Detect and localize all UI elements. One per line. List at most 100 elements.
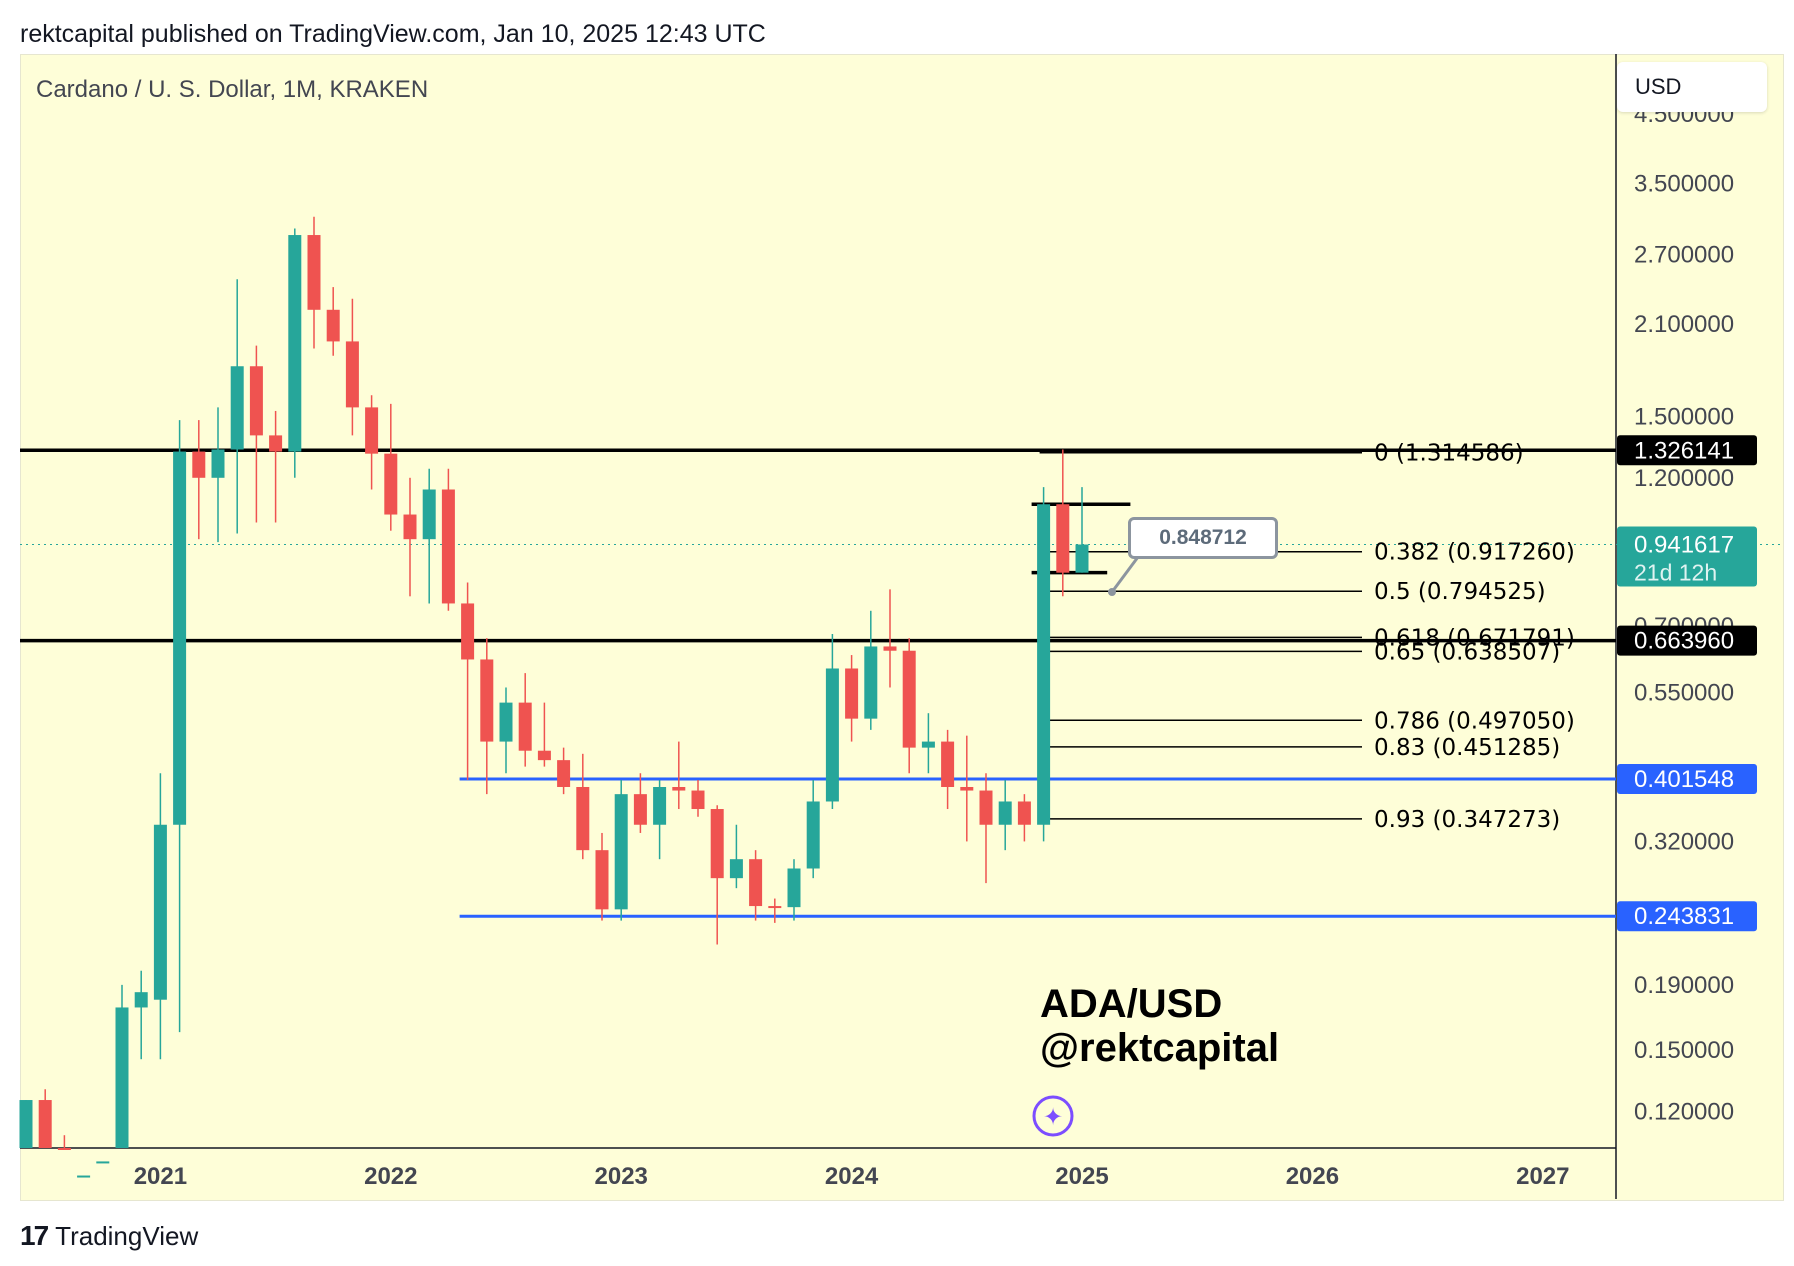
y-tick-label: 2.700000: [1634, 242, 1734, 269]
candle-body[interactable]: [557, 760, 571, 788]
candle-body[interactable]: [845, 668, 859, 719]
watermark-pair: ADA/USD: [1040, 982, 1223, 1026]
candle-body[interactable]: [749, 859, 763, 907]
candle-body[interactable]: [461, 603, 475, 660]
watermark: ADA/USD @rektcapital: [1040, 982, 1279, 1070]
candle-body[interactable]: [921, 741, 935, 748]
y-tick-label: 1.200000: [1634, 465, 1734, 492]
x-tick-label: 2026: [1286, 1163, 1339, 1190]
fib-label: 0 (1.314586): [1374, 441, 1524, 467]
candle-body[interactable]: [192, 451, 206, 478]
level-resistance-badge: [1617, 435, 1757, 466]
candle-body[interactable]: [269, 435, 283, 452]
candle-body[interactable]: [480, 659, 494, 742]
candle-body[interactable]: [691, 790, 705, 810]
candle-body[interactable]: [979, 790, 993, 825]
y-tick-label: 0.120000: [1634, 1098, 1734, 1125]
fib-label: 0.382 (0.917260): [1374, 540, 1575, 566]
level-resistance-badge: [1617, 625, 1757, 656]
price-callout[interactable]: 0.848712: [1128, 517, 1278, 559]
candle-body[interactable]: [441, 489, 455, 604]
candle-body[interactable]: [211, 449, 225, 478]
y-tick-label: 0.150000: [1634, 1037, 1734, 1064]
brand-label: TradingView: [55, 1220, 199, 1251]
candle-body[interactable]: [672, 787, 686, 791]
candle-body[interactable]: [576, 787, 590, 851]
x-tick-label: 2022: [364, 1163, 417, 1190]
y-tick-label: 0.190000: [1634, 972, 1734, 999]
candle-body[interactable]: [883, 646, 897, 651]
candle-body[interactable]: [595, 850, 609, 910]
candle-body[interactable]: [19, 1100, 33, 1148]
candle-body[interactable]: [864, 646, 878, 719]
x-tick-label: 2027: [1516, 1163, 1569, 1190]
fib-label: 0.618 (0.671791): [1374, 625, 1575, 651]
candle-body[interactable]: [499, 702, 513, 742]
candle-body[interactable]: [403, 514, 417, 540]
y-tick-label: 3.500000: [1634, 170, 1734, 197]
fib-label: 0.93 (0.347273): [1374, 807, 1560, 833]
candle-body[interactable]: [941, 741, 955, 788]
candle-body[interactable]: [173, 451, 187, 825]
candle-body[interactable]: [365, 407, 379, 454]
candle-body[interactable]: [384, 453, 398, 515]
candle-body[interactable]: [614, 794, 628, 910]
level-support-badge-label: 0.243831: [1634, 903, 1734, 930]
current-price-badge: [1617, 526, 1757, 587]
candle-body[interactable]: [537, 750, 551, 761]
y-tick-label: 1.500000: [1634, 403, 1734, 430]
candle-body[interactable]: [806, 801, 820, 869]
candle-body[interactable]: [288, 235, 302, 452]
candle-body[interactable]: [729, 859, 743, 879]
level-resistance-badge-label: 0.663960: [1634, 628, 1734, 655]
tradingview-logo-icon: 17: [20, 1220, 49, 1251]
level-support-badge: [1617, 763, 1757, 794]
candle-body[interactable]: [960, 787, 974, 791]
tradingview-brand[interactable]: 17 TradingView: [20, 1220, 198, 1252]
candle-body[interactable]: [768, 906, 782, 909]
callout-pointer: [1110, 556, 1140, 593]
candle-body[interactable]: [710, 809, 724, 879]
candle-body[interactable]: [787, 868, 801, 908]
candle-body[interactable]: [307, 235, 321, 310]
watermark-author: @rektcapital: [1040, 1026, 1280, 1070]
callout-anchor-dot: [1108, 588, 1116, 596]
candle-body[interactable]: [77, 1175, 91, 1178]
candle-body[interactable]: [1017, 801, 1031, 825]
candle-body[interactable]: [115, 1007, 129, 1148]
x-tick-label: 2023: [595, 1163, 648, 1190]
countdown-label: 21d 12h: [1634, 560, 1717, 586]
symbol-title: Cardano / U. S. Dollar, 1M, KRAKEN: [36, 76, 429, 103]
candle-body[interactable]: [1056, 504, 1070, 573]
candle-body[interactable]: [1075, 544, 1089, 573]
candle-body[interactable]: [230, 366, 244, 450]
candle-body[interactable]: [518, 702, 532, 751]
sparkle-glyph: ✦: [1043, 1104, 1063, 1131]
candle-body[interactable]: [249, 366, 263, 436]
candle-body[interactable]: [998, 801, 1012, 825]
candle-body[interactable]: [38, 1100, 52, 1148]
candle-body[interactable]: [633, 794, 647, 825]
level-support-badge: [1617, 901, 1757, 932]
currency-button[interactable]: USD: [1617, 62, 1767, 112]
candle-body[interactable]: [96, 1161, 110, 1164]
x-tick-label: 2024: [825, 1163, 879, 1190]
fib-label: 0.65 (0.638507): [1374, 639, 1560, 665]
candle-body[interactable]: [1037, 504, 1051, 825]
candle-body[interactable]: [653, 787, 667, 825]
y-tick-label: 0.320000: [1634, 828, 1734, 855]
current-price-label: 0.941617: [1634, 532, 1734, 559]
fib-label: 0.83 (0.451285): [1374, 735, 1560, 761]
candle-body[interactable]: [345, 341, 359, 408]
fib-label: 0.5 (0.794525): [1374, 579, 1546, 605]
candle-body[interactable]: [326, 309, 340, 342]
candle-body[interactable]: [422, 489, 436, 540]
sparkle-icon[interactable]: [1032, 1095, 1074, 1137]
candle-body[interactable]: [57, 1148, 71, 1150]
candle-body[interactable]: [134, 992, 148, 1008]
candle-body[interactable]: [902, 650, 916, 748]
candle-body[interactable]: [825, 668, 839, 802]
candle-body[interactable]: [153, 824, 167, 1000]
y-tick-label: 2.100000: [1634, 311, 1734, 338]
